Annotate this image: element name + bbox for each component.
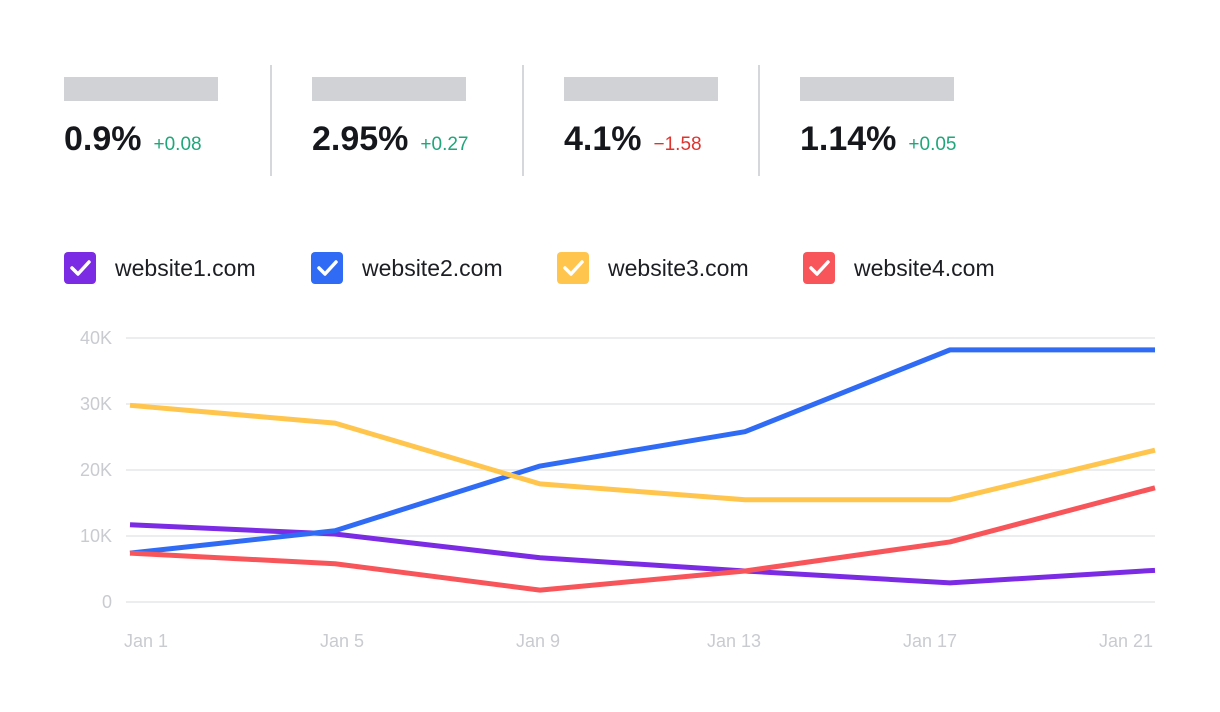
series-line: [129, 522, 1156, 586]
x-tick-label: Jan 1: [124, 631, 168, 651]
placeholder: [800, 77, 954, 101]
check-icon: [317, 260, 338, 276]
x-tick-label: Jan 9: [516, 631, 560, 651]
metric: 2.95% +0.27: [312, 120, 468, 158]
series-line: [129, 347, 1155, 556]
x-tick-label: Jan 13: [707, 631, 761, 651]
legend-item[interactable]: website1.com: [64, 252, 256, 284]
metric-change: +0.08: [154, 134, 202, 155]
legend-label: website4.com: [853, 255, 995, 281]
y-tick-label: 40K: [80, 328, 112, 348]
legend-checkbox: [311, 252, 343, 284]
series-line: [129, 485, 1156, 593]
y-tick-label: 0: [102, 592, 112, 612]
x-tick-label: Jan 5: [320, 631, 364, 651]
metric: 0.9% +0.08: [64, 120, 202, 158]
legend-label: website3.com: [607, 255, 749, 281]
x-tick-label: Jan 21: [1099, 631, 1153, 651]
metric-value: 2.95%: [312, 120, 408, 158]
metric-value: 1.14%: [800, 120, 896, 158]
check-icon: [809, 260, 830, 276]
legend-checkbox: [64, 252, 96, 284]
metric-change: −1.58: [654, 134, 702, 155]
legend-item[interactable]: website3.com: [557, 252, 749, 284]
metric-value: 4.1%: [564, 120, 642, 158]
metric-change: +0.27: [420, 134, 468, 155]
legend-item[interactable]: website2.com: [311, 252, 503, 284]
placeholder: [64, 77, 218, 101]
legend-label: website1.com: [114, 255, 256, 281]
metric-value: 0.9%: [64, 120, 142, 158]
y-tick-label: 30K: [80, 394, 112, 414]
legend-checkbox: [803, 252, 835, 284]
check-icon: [70, 260, 91, 276]
legend-item[interactable]: website4.com: [803, 252, 995, 284]
y-tick-label: 20K: [80, 460, 112, 480]
placeholder: [312, 77, 466, 101]
check-icon: [563, 260, 584, 276]
y-tick-label: 10K: [80, 526, 112, 546]
series-line: [129, 402, 1156, 503]
placeholder: [564, 77, 718, 101]
legend-label: website2.com: [361, 255, 503, 281]
x-tick-label: Jan 17: [903, 631, 957, 651]
metric: 4.1% −1.58: [564, 120, 702, 158]
metric: 1.14% +0.05: [800, 120, 956, 158]
legend-checkbox: [557, 252, 589, 284]
metric-change: +0.05: [908, 134, 956, 155]
